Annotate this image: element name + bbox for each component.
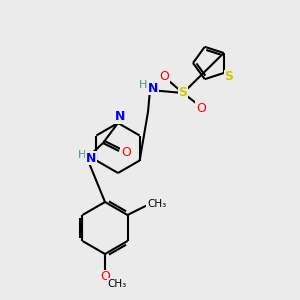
Text: S: S (178, 86, 188, 100)
Text: O: O (196, 101, 206, 115)
Text: N: N (115, 110, 125, 124)
Text: O: O (121, 146, 131, 160)
Text: N: N (148, 82, 158, 94)
Text: S: S (224, 70, 233, 83)
Text: O: O (159, 70, 169, 83)
Text: H: H (78, 150, 86, 160)
Text: O: O (100, 271, 110, 284)
Text: H: H (139, 80, 147, 90)
Text: N: N (86, 152, 96, 164)
Text: CH₃: CH₃ (107, 279, 127, 289)
Text: CH₃: CH₃ (147, 199, 166, 209)
